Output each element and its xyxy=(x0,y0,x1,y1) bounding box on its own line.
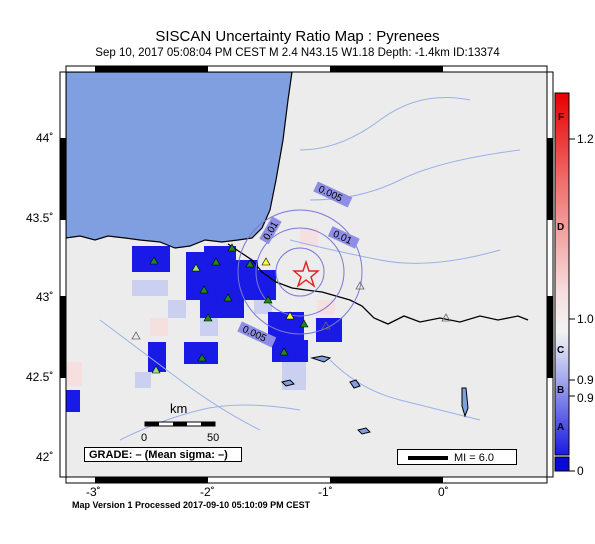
lat-tick: 43˚ xyxy=(36,290,53,304)
lon-axis: -3˚ -2˚ -1˚ 0˚ xyxy=(86,485,449,499)
mi-label: MI = 6.0 xyxy=(454,452,495,464)
stations-green xyxy=(149,243,309,362)
uncertainty-contours xyxy=(237,209,363,335)
scale-bar: km 0 50 xyxy=(141,401,219,444)
lon-tick: -1˚ xyxy=(318,485,333,499)
bay-of-biscay xyxy=(66,72,293,249)
stations-hollow xyxy=(131,281,451,340)
map-frame xyxy=(59,65,554,484)
colorbar-value: 0 xyxy=(577,464,584,478)
scale-tick: 0 xyxy=(141,432,147,444)
lat-axis: 44˚ 43.5˚ 43˚ 42.5˚ 42˚ xyxy=(26,131,53,464)
lon-tick: -2˚ xyxy=(200,485,215,499)
blue-cells xyxy=(66,246,342,412)
lon-tick: -3˚ xyxy=(86,485,101,499)
scale-unit: km xyxy=(170,401,187,416)
epicenter-star xyxy=(292,259,320,288)
stations-lightgreen xyxy=(151,263,201,374)
colorbar: F D C B A 1.2 1.0 0.9 0.9 0 xyxy=(554,92,594,478)
basemap xyxy=(66,72,547,477)
rivers xyxy=(99,97,521,441)
colorbar-value: 0.9 xyxy=(577,391,594,405)
lat-tick: 42.5˚ xyxy=(26,370,53,384)
grade-letter: F xyxy=(558,112,564,123)
colorbar-value: 1.0 xyxy=(577,312,594,326)
reservoirs xyxy=(281,355,469,435)
mi-legend: MI = 6.0 xyxy=(397,449,517,465)
grade-letter: D xyxy=(557,222,564,233)
spain-france-border xyxy=(227,243,529,325)
mi-line-swatch xyxy=(408,456,448,460)
contour-labels: 0.005 0.01 0.01 0.005 xyxy=(237,181,360,348)
processed-footer: Map Version 1 Processed 2017-09-10 05:10… xyxy=(72,500,311,510)
scale-tick: 50 xyxy=(207,432,219,444)
grade-letter: B xyxy=(557,385,564,396)
grade-letter: C xyxy=(557,345,564,356)
lat-tick: 43.5˚ xyxy=(26,211,53,225)
lon-tick: 0˚ xyxy=(438,485,449,499)
grade-letter: A xyxy=(557,422,564,433)
grade-box: GRADE: – (Mean sigma: –) xyxy=(84,447,242,462)
event-subtitle: Sep 10, 2017 05:08:04 PM CEST M 2.4 N43.… xyxy=(95,47,500,59)
colorbar-value: 1.2 xyxy=(577,132,594,146)
colorbar-value: 0.9 xyxy=(577,373,594,387)
stations-yellow xyxy=(261,257,295,320)
lat-tick: 42˚ xyxy=(36,450,53,464)
lat-tick: 44˚ xyxy=(36,131,53,145)
map-title: SISCAN Uncertainty Ratio Map : Pyrenees xyxy=(155,28,440,45)
